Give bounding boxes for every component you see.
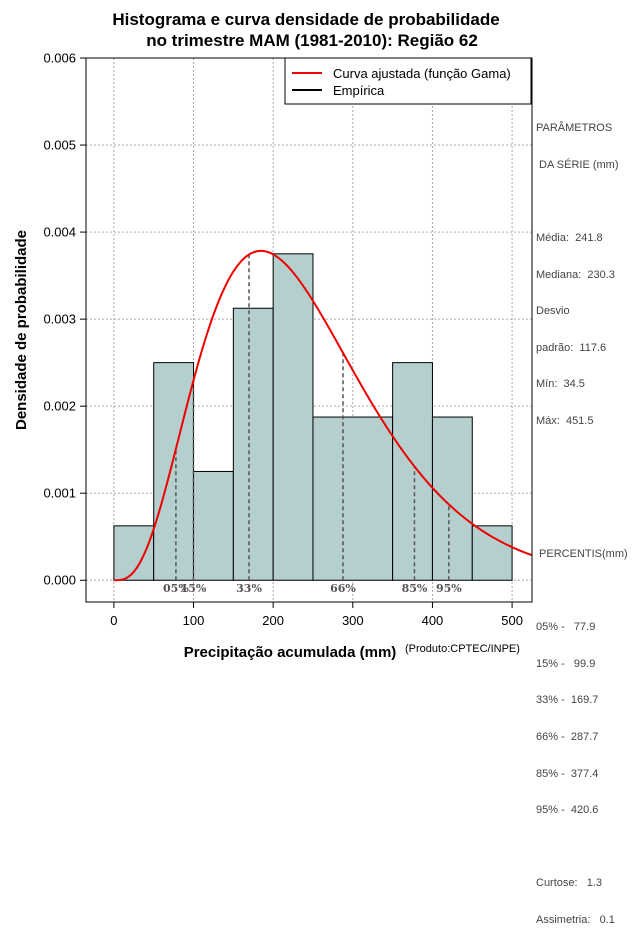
- legend-box: [284, 57, 532, 105]
- stat-p95: 95% - 420.6: [536, 804, 599, 817]
- percentile-label: 85%: [402, 582, 428, 595]
- y-tick-label: 0.001: [43, 486, 76, 501]
- stat-media: Média: 241.8: [536, 232, 603, 245]
- percentile-labels: 05%15% 33% 66% 85% 95%: [163, 582, 462, 595]
- x-tick-label: 100: [183, 613, 205, 628]
- x-tick-label: 400: [422, 613, 444, 628]
- histogram-chart: Histograma e curva densidade de probabil…: [13, 10, 533, 660]
- x-axis-label: Precipitação acumulada (mm): [184, 644, 397, 660]
- chart-title-line1: Histograma e curva densidade de probabil…: [112, 10, 499, 29]
- stat-min: Mín: 34.5: [536, 378, 585, 391]
- x-tick-label: 200: [262, 613, 284, 628]
- y-axis-label: Densidade de probabilidade: [13, 230, 30, 430]
- legend-empirical-label: Empírica: [333, 83, 385, 98]
- stat-p05: 05% - 77.9: [536, 621, 596, 634]
- percentile-label: 95%: [436, 582, 462, 595]
- legend: Curva ajustada (função Gama) Empírica: [284, 57, 532, 105]
- chart-title-line2: no trimestre MAM (1981-2010): Região 62: [146, 31, 478, 50]
- params-title-2: DA SÉRIE (mm): [536, 159, 619, 172]
- histogram-bar: [431, 416, 473, 581]
- histogram-bars: [113, 253, 513, 581]
- histogram-bar: [232, 307, 274, 581]
- histogram-bar: [193, 470, 234, 581]
- histogram-bar: [312, 416, 394, 581]
- percentile-lines: [175, 254, 450, 581]
- x-tick-label: 500: [501, 613, 523, 628]
- credit-text: (Produto:CPTEC/INPE): [405, 643, 520, 655]
- stat-desvio-1: Desvio: [536, 305, 570, 318]
- y-tick-label: 0.002: [43, 399, 76, 414]
- y-tick-label: 0.005: [43, 138, 76, 153]
- histogram-bar: [153, 362, 195, 581]
- percentile-label: 66%: [330, 582, 356, 595]
- x-axis: 0 100 200 300 400 500: [110, 602, 523, 628]
- percentile-label: 15%: [181, 582, 207, 595]
- percentis-title: PERCENTIS(mm): [536, 548, 628, 561]
- y-tick-label: 0.003: [43, 312, 76, 327]
- stat-mediana: Mediana: 230.3: [536, 268, 615, 281]
- stat-desvio-2: padrão: 117.6: [536, 341, 607, 354]
- percentile-label: 05%: [163, 582, 189, 595]
- y-tick-label: 0.004: [43, 225, 76, 240]
- stats-panel: PARÂMETROS DA SÉRIE (mm) Média: 241.8 Me…: [536, 98, 640, 938]
- stat-p66: 66% - 287.7: [536, 730, 599, 743]
- stat-max: Máx: 451.5: [536, 415, 594, 428]
- histogram-bar: [471, 525, 513, 581]
- legend-fit-label: Curva ajustada (função Gama): [333, 66, 511, 81]
- x-tick-label: 300: [342, 613, 364, 628]
- y-axis: 0.000 0.001 0.002 0.003 0.004 0.005 0.006: [43, 51, 86, 588]
- stat-p33: 33% - 169.7: [536, 694, 599, 707]
- gamma-fit-curve: [113, 249, 533, 582]
- stat-assimetria: Assimetria: 0.1: [536, 913, 615, 926]
- histogram-bar: [392, 362, 433, 581]
- stat-curtose: Curtose: 1.3: [536, 877, 603, 890]
- x-tick-label: 0: [110, 613, 117, 628]
- stat-p85: 85% - 377.4: [536, 767, 599, 780]
- params-title-1: PARÂMETROS: [536, 122, 613, 135]
- y-tick-label: 0.000: [43, 573, 76, 588]
- percentile-label: 33%: [236, 582, 262, 595]
- histogram-bar: [272, 253, 314, 581]
- y-tick-label: 0.006: [43, 51, 76, 66]
